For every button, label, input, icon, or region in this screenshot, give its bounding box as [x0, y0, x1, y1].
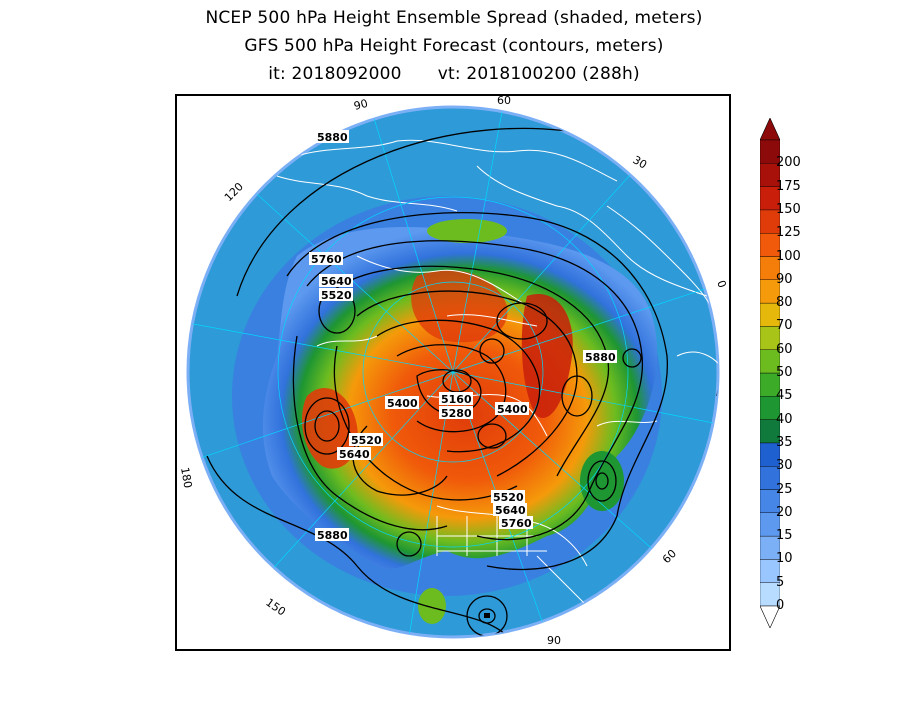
- lon-label: 60: [660, 547, 679, 566]
- title-line-3: it: 2018092000 vt: 2018100200 (288h): [0, 64, 908, 84]
- lon-label: 30: [631, 153, 650, 171]
- contour-label: 5640: [339, 448, 370, 461]
- polar-map: 90 60 30 0 30 60 90 120 150 180 150 120 …: [177, 96, 729, 647]
- peak-spread-north: [411, 270, 508, 343]
- colorbar-tick-label: 175: [776, 178, 801, 194]
- colorbar-tick-label: 60: [776, 341, 793, 357]
- colorbar-tick-label: 50: [776, 365, 793, 380]
- contour-label: 5880: [585, 351, 616, 364]
- lon-label: 90: [352, 97, 369, 113]
- lon-label: 180: [178, 466, 194, 489]
- contour-label: 5640: [495, 504, 526, 517]
- contour-label: 5160: [441, 393, 472, 406]
- colorbar-box: [760, 139, 780, 164]
- colorbar-tick-label: 100: [776, 248, 801, 264]
- height-contours: [206, 127, 718, 637]
- colorbar: [760, 118, 780, 628]
- colorbar-tick-label: 70: [776, 318, 793, 334]
- colorbar-tick-label: 80: [776, 295, 793, 311]
- contour-label: 5880: [317, 131, 348, 144]
- contour-label: 5880: [317, 529, 348, 542]
- lon-label: 150: [177, 304, 180, 327]
- colorbar-max-arrow: [760, 118, 780, 141]
- title-line-1: NCEP 500 hPa Height Ensemble Spread (sha…: [205, 8, 703, 28]
- green-patch-south: [418, 588, 446, 624]
- low-center-marker: [484, 613, 490, 618]
- colorbar-tick-label: 0: [776, 598, 785, 613]
- lon-label: 60: [497, 96, 511, 107]
- colorbar-tick-label: 125: [776, 225, 801, 241]
- init-time: it: 2018092000: [268, 64, 402, 84]
- contour-label: 5520: [493, 491, 524, 504]
- lon-label: 150: [263, 596, 288, 619]
- colorbar-tick-label: 20: [776, 504, 793, 520]
- colorbar-tick-label: 30: [776, 458, 793, 474]
- disk-edge: [186, 105, 720, 639]
- colorbar-min-arrow: [760, 605, 780, 628]
- lon-label: 0: [714, 279, 729, 290]
- contour-label: 5760: [501, 517, 532, 530]
- title-line-2: GFS 500 hPa Height Forecast (contours, m…: [244, 36, 664, 56]
- contour-label: 5760: [311, 253, 342, 266]
- lon-label: 90: [547, 634, 561, 647]
- contour-label: 5400: [387, 397, 418, 410]
- map-frame: 90 60 30 0 30 60 90 120 150 180 150 120 …: [175, 94, 731, 651]
- lon-label: 120: [222, 180, 246, 204]
- colorbar-tick-label: 15: [776, 528, 793, 544]
- colorbar-tick-label: 90: [776, 271, 793, 287]
- contour-label: 5400: [497, 403, 528, 416]
- contour-label: 5640: [321, 275, 352, 288]
- colorbar-tick-label: 25: [776, 481, 793, 497]
- contour-label: 5520: [351, 434, 382, 447]
- colorbar-tick-label: 200: [776, 155, 801, 171]
- contour-labels: 5880 5760 5640 5520 5400 5160 5280 5400 …: [309, 130, 617, 542]
- colorbar-tick-label: 150: [776, 201, 801, 217]
- green-patch-se: [580, 451, 624, 511]
- colorbar-tick-label: 35: [776, 434, 793, 450]
- contour-label: 5520: [321, 289, 352, 302]
- coastlines: [276, 139, 718, 637]
- colorbar-tick-label: 40: [776, 411, 793, 427]
- contour-label: 5280: [441, 407, 472, 420]
- colorbar-tick-label: 45: [776, 388, 793, 404]
- valid-time: vt: 2018100200 (288h): [437, 64, 640, 84]
- green-patch-north: [427, 219, 507, 243]
- peak-spread-east: [521, 294, 573, 418]
- colorbar-tick-label: 5: [776, 574, 785, 590]
- colorbar-tick-label: 10: [776, 551, 793, 567]
